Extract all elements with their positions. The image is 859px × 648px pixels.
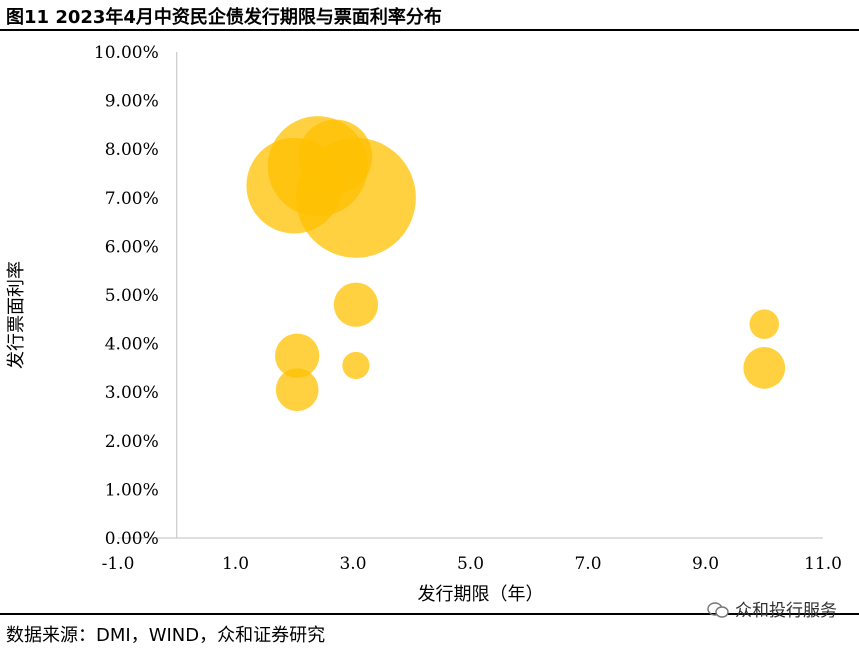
- x-tick-label: 1.0: [222, 554, 249, 574]
- footer-rule: [0, 613, 859, 615]
- y-tick-label: 1.00%: [105, 480, 159, 500]
- title-rule: [0, 29, 859, 31]
- wechat-icon: [707, 602, 729, 618]
- bubble-point[interactable]: [743, 347, 786, 389]
- x-tick-label: -1.0: [102, 554, 135, 574]
- watermark: 众和投行服务: [707, 596, 837, 621]
- y-tick-label: 4.00%: [105, 335, 159, 355]
- y-tick-label: 9.00%: [105, 92, 159, 112]
- y-tick-label: 2.00%: [105, 432, 159, 452]
- watermark-text: 众和投行服务: [735, 601, 837, 621]
- x-tick-label: 3.0: [339, 554, 366, 574]
- bubble-chart: 0.00% 1.00% 2.00% 3.00% 4.00% 5.00% 6.00% 7.00%…: [6, 43, 842, 605]
- y-axis-title: 发行票面利率: [6, 261, 27, 369]
- y-tick-label: 8.00%: [105, 140, 159, 160]
- y-tick-label: 0.00%: [105, 529, 159, 549]
- bubble-point[interactable]: [298, 119, 373, 194]
- x-tick-label: 7.0: [574, 554, 601, 574]
- chart-title: 图11 2023年4月中资民企债发行期限与票面利率分布: [6, 7, 442, 28]
- bubble-point[interactable]: [275, 368, 319, 412]
- y-tick-label: 5.00%: [105, 286, 159, 306]
- y-tick-label: 10.00%: [94, 43, 159, 63]
- bubble-point[interactable]: [342, 351, 370, 380]
- y-tick-label: 3.00%: [105, 383, 159, 403]
- x-tick-label: 5.0: [457, 554, 484, 574]
- x-axis-title: 发行期限（年）: [418, 584, 544, 605]
- bubble-point[interactable]: [333, 282, 379, 327]
- x-tick-label: 9.0: [692, 554, 719, 574]
- x-tick-label: 11.0: [804, 554, 842, 574]
- source-note: 数据来源：DMI，WIND，众和证券研究: [6, 625, 326, 646]
- y-tick-label: 7.00%: [105, 189, 159, 209]
- bubble-point[interactable]: [275, 333, 320, 378]
- bubble-point[interactable]: [749, 309, 780, 339]
- y-tick-label: 6.00%: [105, 237, 159, 257]
